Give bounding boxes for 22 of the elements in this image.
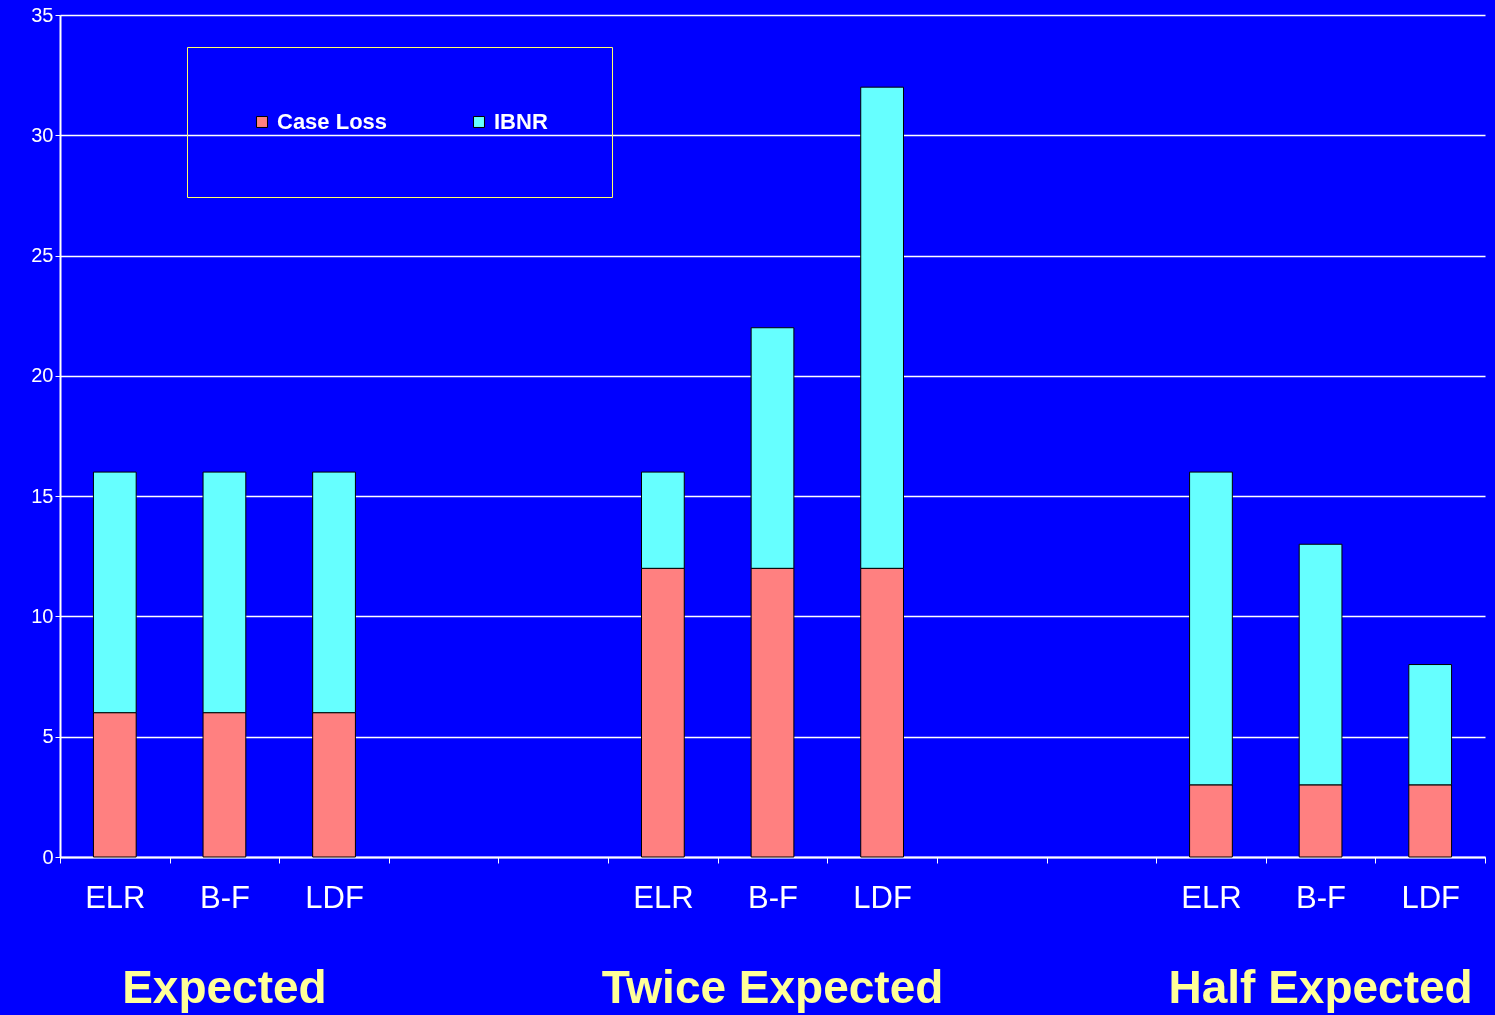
legend-label: Case Loss bbox=[277, 109, 388, 134]
y-tick-label: 5 bbox=[42, 725, 54, 748]
x-tick-label: ELR bbox=[85, 879, 146, 915]
x-tick-label: B-F bbox=[1296, 879, 1347, 915]
y-tick-label: 15 bbox=[31, 484, 54, 507]
x-tick-label: LDF bbox=[853, 879, 912, 915]
text: Half Expected bbox=[1168, 961, 1473, 1013]
x-tick-label: LDF bbox=[1401, 879, 1460, 915]
x-tick-label: ELR bbox=[633, 879, 694, 915]
y-tick-label: 10 bbox=[31, 604, 54, 627]
text: Twice Expected bbox=[601, 961, 944, 1013]
legend-label: IBNR bbox=[494, 109, 548, 134]
y-tick-label: 0 bbox=[42, 845, 54, 868]
x-tick-label: ELR bbox=[1181, 879, 1242, 915]
text: Expected bbox=[122, 961, 327, 1013]
x-tick-label: B-F bbox=[199, 879, 250, 915]
y-tick-label: 20 bbox=[31, 364, 54, 387]
y-tick-label: 35 bbox=[31, 3, 54, 26]
y-tick-label: 30 bbox=[31, 123, 54, 146]
x-tick-label: B-F bbox=[748, 879, 798, 915]
y-tick-label: 25 bbox=[31, 244, 54, 267]
x-tick-label: LDF bbox=[305, 879, 364, 915]
